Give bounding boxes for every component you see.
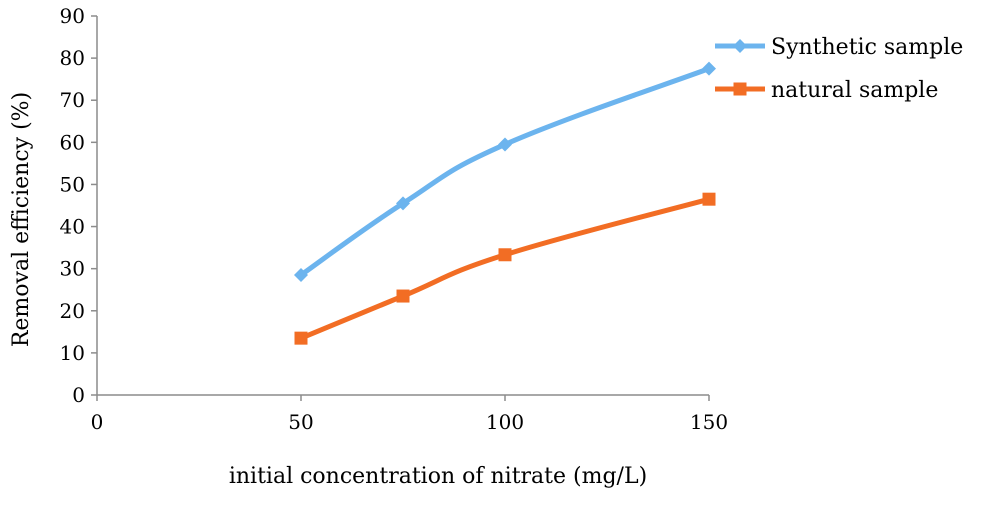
x-tick-label: 100 — [486, 410, 524, 434]
y-tick-label: 60 — [60, 130, 85, 154]
x-tick-label: 0 — [91, 410, 104, 434]
legend-marker — [733, 39, 747, 53]
y-tick-label: 90 — [60, 4, 85, 28]
series-2 — [294, 192, 716, 345]
x-tick-label: 50 — [288, 410, 313, 434]
y-tick-label: 10 — [60, 341, 85, 365]
y-tick-label: 20 — [60, 299, 85, 323]
x-axis-title: initial concentration of nitrate (mg/L) — [229, 464, 647, 489]
y-tick-label: 30 — [60, 257, 85, 281]
y-tick-label: 50 — [60, 172, 85, 196]
legend-label: Synthetic sample — [771, 35, 963, 60]
y-axis-title: Removal efficiency (%) — [9, 92, 34, 347]
legend-item: Synthetic sample — [715, 35, 963, 60]
axes — [96, 16, 709, 396]
data-point-marker — [498, 248, 512, 262]
series-line — [298, 66, 712, 278]
series-1 — [294, 61, 716, 282]
legend-marker — [733, 82, 747, 96]
series-line — [298, 196, 712, 341]
data-point-marker — [396, 289, 410, 303]
legend-item: natural sample — [715, 78, 938, 103]
data-point-marker — [702, 192, 716, 206]
x-axis-ticks: 0 50 100 150 — [91, 395, 728, 434]
legend-label: natural sample — [771, 78, 938, 103]
x-tick-label: 150 — [690, 410, 728, 434]
y-tick-label: 70 — [60, 88, 85, 112]
y-tick-label: 40 — [60, 215, 85, 239]
y-tick-label: 80 — [60, 46, 85, 70]
series-layer — [294, 61, 716, 345]
data-point-marker — [498, 137, 512, 152]
data-point-marker — [396, 196, 410, 211]
data-point-marker — [702, 61, 716, 76]
data-point-marker — [294, 331, 308, 345]
y-axis-ticks: 0 10 20 30 40 50 60 70 80 90 — [60, 4, 97, 407]
legend: Synthetic sample natural sample — [715, 35, 963, 103]
y-tick-label: 0 — [72, 383, 85, 407]
data-point-marker — [294, 267, 308, 282]
